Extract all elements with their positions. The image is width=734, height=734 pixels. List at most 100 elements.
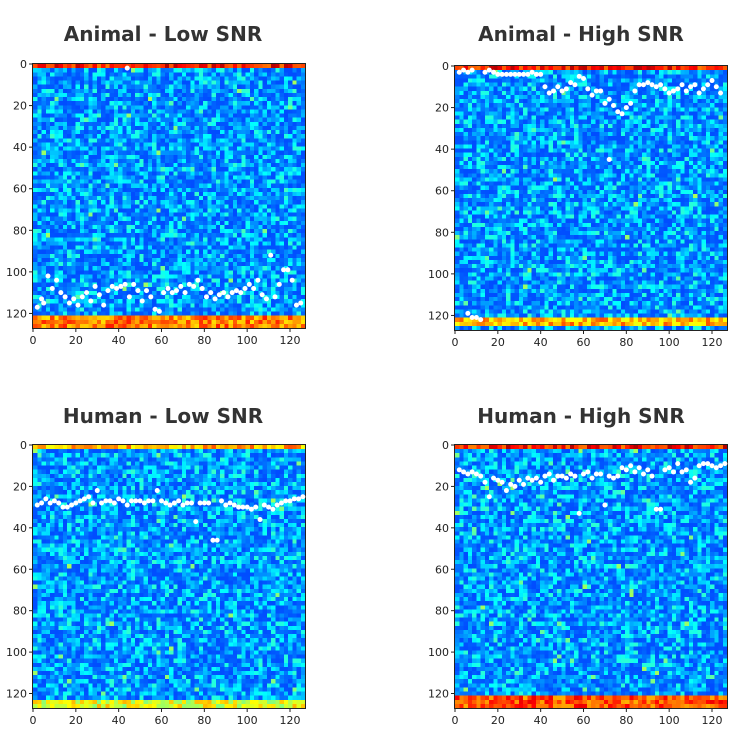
data-point bbox=[593, 471, 599, 477]
data-point bbox=[199, 286, 205, 292]
data-point bbox=[589, 92, 595, 98]
data-point bbox=[683, 467, 689, 473]
y-tick-label: 0 bbox=[442, 60, 449, 73]
data-point bbox=[212, 296, 218, 302]
data-point bbox=[666, 90, 672, 96]
data-point bbox=[683, 88, 689, 94]
data-point bbox=[670, 88, 676, 94]
y-tick-label: 20 bbox=[435, 102, 449, 115]
data-point bbox=[221, 290, 227, 296]
data-point bbox=[49, 286, 55, 292]
x-tick-label: 60 bbox=[155, 714, 169, 727]
data-point bbox=[675, 461, 681, 467]
y-tick-label: 0 bbox=[20, 439, 27, 452]
data-point bbox=[216, 292, 222, 298]
data-point bbox=[274, 502, 280, 508]
data-point bbox=[679, 82, 685, 88]
data-point bbox=[598, 88, 604, 94]
y-tick-label: 80 bbox=[13, 224, 27, 237]
data-point bbox=[503, 71, 509, 77]
x-tick-label: 80 bbox=[197, 714, 211, 727]
data-point bbox=[538, 479, 544, 485]
plot-frame bbox=[454, 65, 728, 331]
data-point bbox=[105, 288, 111, 294]
data-point bbox=[512, 71, 518, 77]
data-point bbox=[581, 75, 587, 81]
data-point bbox=[559, 473, 565, 479]
data-point bbox=[658, 506, 664, 512]
x-tick-label: 20 bbox=[69, 714, 83, 727]
data-point bbox=[47, 500, 53, 506]
data-point bbox=[208, 290, 214, 296]
data-point bbox=[585, 469, 591, 475]
data-point bbox=[610, 102, 616, 108]
data-point bbox=[521, 71, 527, 77]
data-point bbox=[233, 288, 239, 294]
data-point bbox=[240, 504, 246, 510]
data-point bbox=[568, 80, 574, 86]
data-point bbox=[173, 288, 179, 294]
data-point bbox=[39, 500, 45, 506]
data-point bbox=[542, 473, 548, 479]
data-point bbox=[144, 288, 150, 294]
data-point bbox=[287, 498, 293, 504]
data-point bbox=[563, 86, 569, 92]
data-point bbox=[289, 277, 295, 283]
data-point bbox=[296, 496, 302, 502]
data-point bbox=[465, 471, 471, 477]
data-point bbox=[700, 461, 706, 467]
data-point bbox=[159, 498, 165, 504]
y-tick-label: 60 bbox=[435, 185, 449, 198]
data-point bbox=[278, 500, 284, 506]
data-point bbox=[101, 302, 107, 308]
data-point bbox=[649, 82, 655, 88]
y-tick-label: 20 bbox=[13, 480, 27, 493]
y-tick-label: 80 bbox=[435, 605, 449, 618]
x-tick-label: 100 bbox=[237, 334, 258, 347]
data-point bbox=[465, 69, 471, 75]
plot-frame bbox=[32, 63, 306, 329]
data-point bbox=[139, 298, 145, 304]
y-tick-label: 60 bbox=[13, 563, 27, 576]
data-point bbox=[495, 71, 501, 77]
data-point bbox=[71, 296, 77, 302]
data-point bbox=[456, 467, 462, 473]
panel-title: Human - High SNR bbox=[477, 404, 685, 428]
data-point bbox=[148, 294, 154, 300]
y-tick-label: 100 bbox=[428, 268, 449, 281]
data-point bbox=[628, 100, 634, 106]
x-tick-label: 120 bbox=[702, 714, 723, 727]
data-point bbox=[227, 500, 233, 506]
y-tick-label: 0 bbox=[20, 58, 27, 71]
data-point bbox=[551, 88, 557, 94]
x-tick-label: 60 bbox=[155, 334, 169, 347]
data-point bbox=[111, 500, 117, 506]
data-point bbox=[692, 475, 698, 481]
y-tick-label: 60 bbox=[435, 563, 449, 576]
data-point bbox=[705, 82, 711, 88]
data-point bbox=[124, 502, 130, 508]
data-point bbox=[628, 463, 634, 469]
data-point bbox=[60, 504, 66, 510]
x-tick-label: 120 bbox=[280, 334, 301, 347]
data-point bbox=[178, 283, 184, 289]
data-point bbox=[283, 498, 289, 504]
data-point bbox=[619, 465, 625, 471]
data-point bbox=[486, 67, 492, 73]
x-tick-label: 100 bbox=[659, 714, 680, 727]
data-point bbox=[73, 500, 79, 506]
data-point bbox=[546, 471, 552, 477]
data-point bbox=[662, 86, 668, 92]
data-point bbox=[670, 469, 676, 475]
data-point bbox=[34, 304, 40, 310]
data-point bbox=[632, 88, 638, 94]
data-point bbox=[156, 308, 162, 314]
data-point bbox=[161, 290, 167, 296]
data-point bbox=[533, 475, 539, 481]
x-tick-label: 20 bbox=[491, 336, 505, 349]
data-point bbox=[688, 84, 694, 90]
data-point bbox=[184, 500, 190, 506]
data-point bbox=[150, 498, 156, 504]
x-tick-label: 120 bbox=[280, 714, 301, 727]
data-point bbox=[248, 506, 254, 512]
